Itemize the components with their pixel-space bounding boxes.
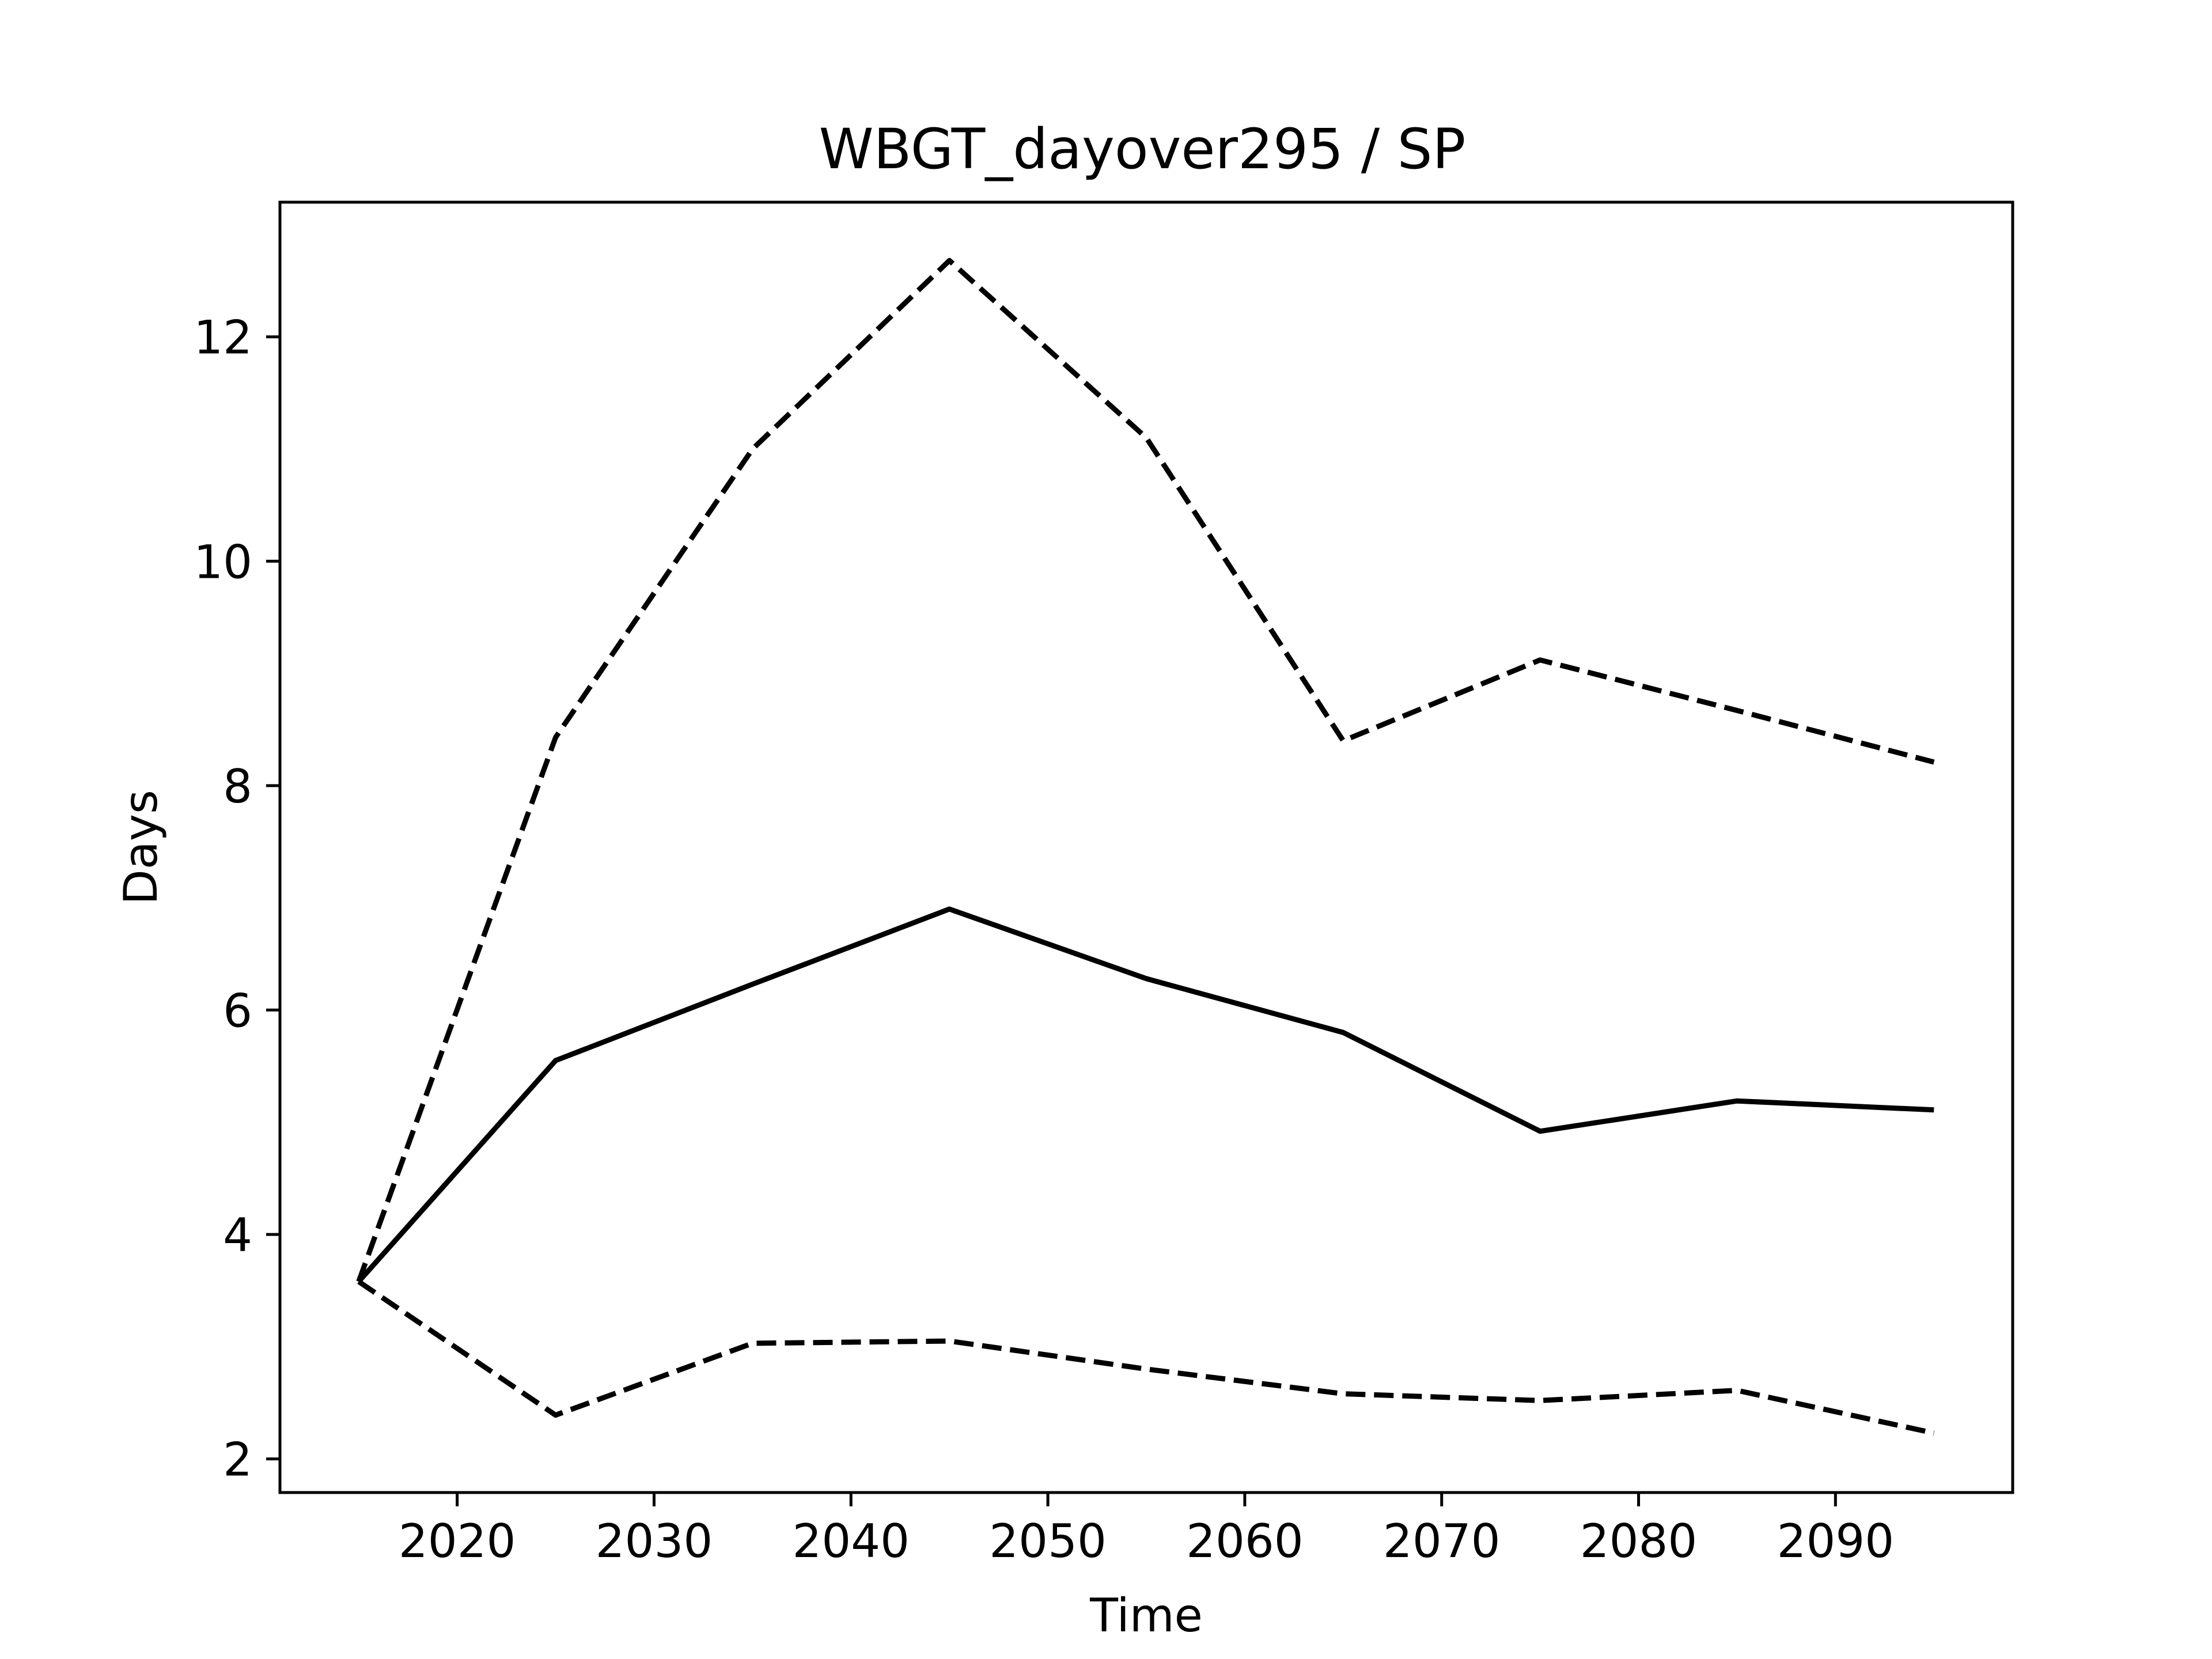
series-group (356, 257, 1935, 1436)
x-tick-label: 2040 (792, 1514, 910, 1568)
x-tick-label: 2070 (1383, 1514, 1501, 1568)
x-tick-label: 2090 (1777, 1514, 1895, 1568)
plot-frame (278, 200, 2014, 1494)
y-tick-label: 8 (223, 760, 252, 813)
y-axis-label: Days (114, 790, 168, 905)
y-axis: 2 4 6 8 10 12 (194, 311, 280, 1487)
x-tick-label: 2080 (1580, 1514, 1698, 1568)
x-axis-label: Time (1089, 1589, 1203, 1642)
y-tick-label: 2 (223, 1433, 252, 1487)
x-tick-label: 2060 (1186, 1514, 1304, 1568)
y-tick-label: 12 (194, 311, 252, 365)
x-tick-label: 2050 (989, 1514, 1107, 1568)
y-tick-label: 10 (194, 535, 252, 589)
dashed-series-line-1 (356, 257, 1935, 1283)
chart-title: WBGT_dayover295 / SP (819, 117, 1466, 181)
y-tick-label: 4 (223, 1209, 252, 1262)
x-tick-label: 2030 (596, 1514, 713, 1568)
y-tick-label: 6 (223, 984, 252, 1037)
solid-series-line-0 (357, 906, 1934, 1283)
x-tick-label: 2020 (399, 1514, 516, 1568)
dashed-series-line-2 (357, 1279, 1935, 1436)
x-axis: 2020 2030 2040 2050 2060 2070 2080 2090 (399, 1493, 1894, 1568)
